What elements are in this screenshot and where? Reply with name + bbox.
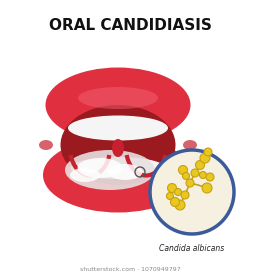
Ellipse shape bbox=[46, 67, 191, 143]
Circle shape bbox=[199, 171, 206, 179]
Circle shape bbox=[179, 165, 187, 174]
Circle shape bbox=[204, 148, 212, 156]
Circle shape bbox=[196, 160, 205, 169]
Ellipse shape bbox=[112, 139, 124, 157]
Text: shutterstock.com · 1070949797: shutterstock.com · 1070949797 bbox=[80, 267, 180, 272]
Ellipse shape bbox=[77, 158, 122, 178]
Ellipse shape bbox=[70, 168, 100, 182]
Ellipse shape bbox=[43, 137, 193, 213]
Circle shape bbox=[186, 179, 194, 187]
Circle shape bbox=[171, 197, 179, 207]
Text: ORAL CANDIDIASIS: ORAL CANDIDIASIS bbox=[49, 18, 211, 33]
Circle shape bbox=[167, 183, 177, 193]
Ellipse shape bbox=[183, 140, 197, 150]
Ellipse shape bbox=[107, 164, 142, 180]
Circle shape bbox=[202, 183, 212, 193]
Circle shape bbox=[191, 169, 199, 177]
Circle shape bbox=[175, 200, 185, 210]
Circle shape bbox=[150, 150, 234, 234]
Ellipse shape bbox=[65, 150, 155, 190]
Text: Candida albicans: Candida albicans bbox=[159, 244, 225, 253]
Circle shape bbox=[181, 191, 189, 199]
Circle shape bbox=[174, 188, 181, 195]
Ellipse shape bbox=[78, 87, 158, 109]
Ellipse shape bbox=[68, 116, 168, 141]
Circle shape bbox=[183, 172, 190, 179]
Circle shape bbox=[200, 153, 210, 163]
Ellipse shape bbox=[70, 157, 166, 179]
Circle shape bbox=[166, 193, 173, 199]
Circle shape bbox=[206, 173, 214, 181]
Ellipse shape bbox=[39, 140, 53, 150]
Ellipse shape bbox=[61, 105, 176, 185]
